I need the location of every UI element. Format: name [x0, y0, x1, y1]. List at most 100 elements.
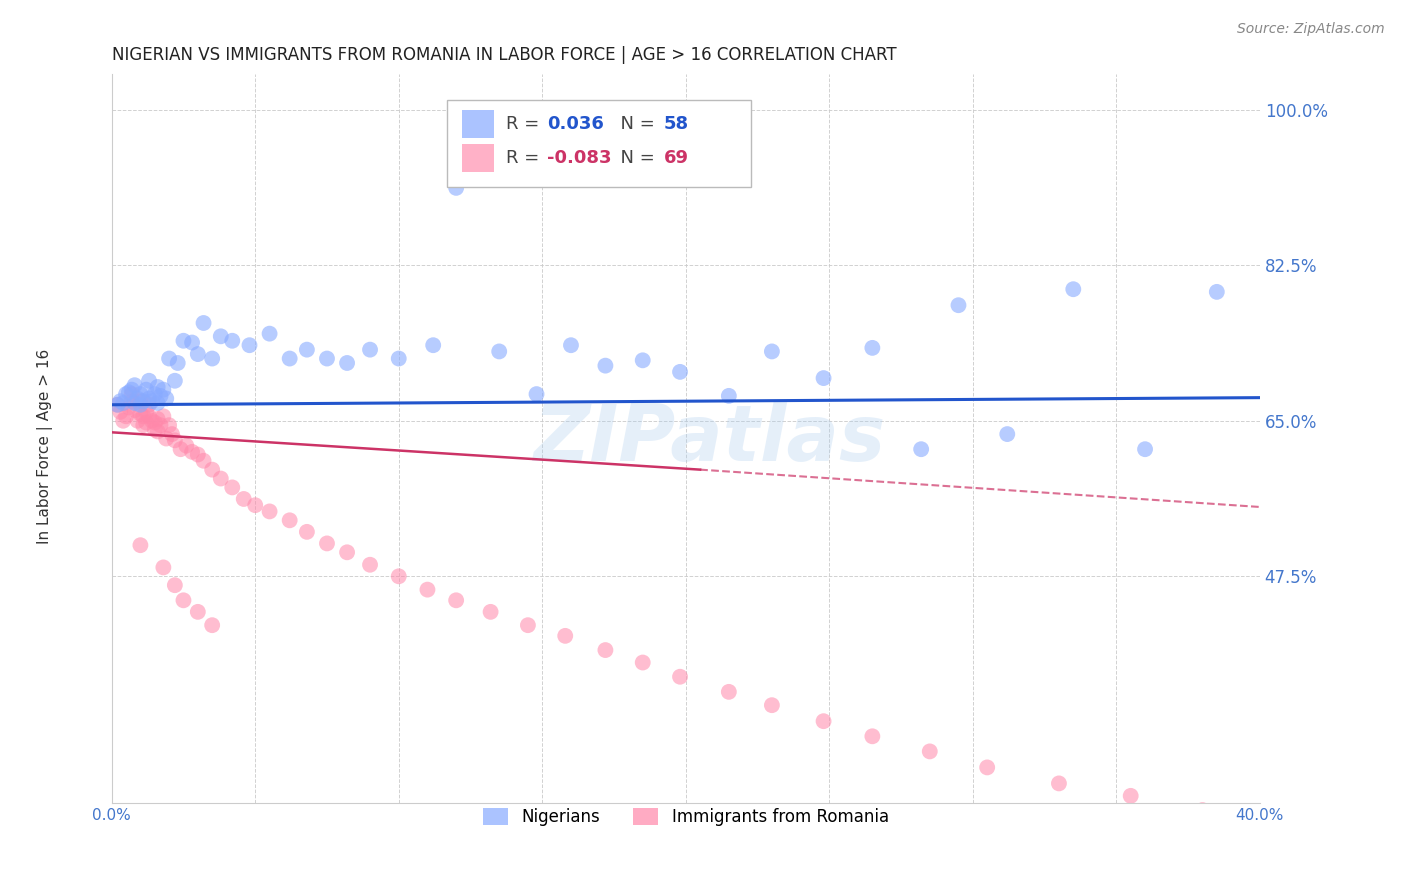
- Point: [118, 401, 141, 415]
- Point: [221, 480, 243, 494]
- Point: [149, 389, 172, 403]
- Point: [110, 394, 132, 409]
- Point: [107, 398, 129, 412]
- Text: Source: ZipAtlas.com: Source: ZipAtlas.com: [1237, 22, 1385, 37]
- FancyBboxPatch shape: [463, 145, 494, 172]
- Point: [717, 389, 740, 403]
- Point: [388, 351, 411, 366]
- Point: [316, 536, 339, 550]
- Point: [163, 374, 186, 388]
- Text: In Labor Force | Age > 16: In Labor Force | Age > 16: [37, 349, 53, 543]
- Point: [554, 629, 576, 643]
- Point: [245, 498, 267, 512]
- Point: [138, 392, 160, 406]
- Point: [112, 414, 135, 428]
- Point: [669, 670, 692, 684]
- Point: [143, 416, 166, 430]
- Point: [1062, 282, 1084, 296]
- Point: [193, 316, 215, 330]
- Point: [860, 729, 883, 743]
- Point: [995, 427, 1018, 442]
- Point: [316, 351, 339, 366]
- Point: [948, 298, 970, 312]
- Point: [444, 593, 467, 607]
- Point: [238, 338, 260, 352]
- Point: [422, 338, 444, 352]
- Point: [115, 409, 138, 424]
- Point: [595, 359, 617, 373]
- Point: [127, 392, 149, 406]
- Point: [152, 383, 174, 397]
- Text: NIGERIAN VS IMMIGRANTS FROM ROMANIA IN LABOR FORCE | AGE > 16 CORRELATION CHART: NIGERIAN VS IMMIGRANTS FROM ROMANIA IN L…: [111, 46, 897, 64]
- Point: [163, 578, 186, 592]
- Point: [336, 356, 359, 370]
- Text: ZIPatlas: ZIPatlas: [533, 401, 884, 476]
- Text: 69: 69: [664, 149, 689, 167]
- Point: [336, 545, 359, 559]
- Point: [444, 181, 467, 195]
- Point: [717, 685, 740, 699]
- Point: [172, 593, 194, 607]
- Point: [860, 341, 883, 355]
- Point: [359, 343, 381, 357]
- Point: [121, 383, 143, 397]
- Text: 58: 58: [664, 115, 689, 133]
- Point: [138, 409, 160, 424]
- Point: [152, 409, 174, 424]
- Point: [910, 442, 932, 457]
- Point: [201, 463, 224, 477]
- Point: [157, 418, 180, 433]
- Point: [479, 605, 502, 619]
- Point: [121, 387, 143, 401]
- Point: [146, 396, 169, 410]
- Point: [129, 538, 152, 552]
- Point: [1047, 776, 1070, 790]
- Point: [155, 392, 177, 406]
- Point: [181, 335, 204, 350]
- Point: [259, 504, 281, 518]
- Text: 0.036: 0.036: [547, 115, 603, 133]
- Point: [124, 403, 146, 417]
- Point: [187, 448, 209, 462]
- Point: [129, 398, 152, 412]
- Point: [138, 374, 160, 388]
- Point: [124, 396, 146, 410]
- Point: [146, 412, 169, 426]
- Point: [193, 454, 215, 468]
- Point: [388, 569, 411, 583]
- Point: [135, 416, 157, 430]
- Point: [115, 387, 138, 401]
- FancyBboxPatch shape: [447, 100, 751, 187]
- Point: [278, 513, 301, 527]
- Point: [152, 560, 174, 574]
- Point: [138, 398, 160, 412]
- Point: [163, 434, 186, 448]
- Point: [143, 387, 166, 401]
- Point: [135, 405, 157, 419]
- Point: [187, 347, 209, 361]
- Point: [526, 387, 548, 401]
- Point: [976, 760, 998, 774]
- Point: [110, 405, 132, 419]
- Point: [813, 714, 835, 729]
- Legend: Nigerians, Immigrants from Romania: Nigerians, Immigrants from Romania: [474, 800, 897, 835]
- Point: [201, 618, 224, 632]
- Point: [1119, 789, 1142, 803]
- Point: [631, 656, 654, 670]
- Point: [278, 351, 301, 366]
- Text: -0.083: -0.083: [547, 149, 612, 167]
- Point: [631, 353, 654, 368]
- Text: N =: N =: [609, 115, 661, 133]
- Point: [1234, 815, 1257, 830]
- Point: [121, 394, 143, 409]
- Point: [129, 407, 152, 421]
- Point: [1191, 803, 1213, 817]
- Text: R =: R =: [506, 149, 544, 167]
- Point: [1205, 285, 1227, 299]
- Point: [132, 418, 155, 433]
- Point: [359, 558, 381, 572]
- Point: [160, 427, 183, 442]
- Point: [209, 471, 232, 485]
- FancyBboxPatch shape: [463, 110, 494, 137]
- Point: [132, 394, 155, 409]
